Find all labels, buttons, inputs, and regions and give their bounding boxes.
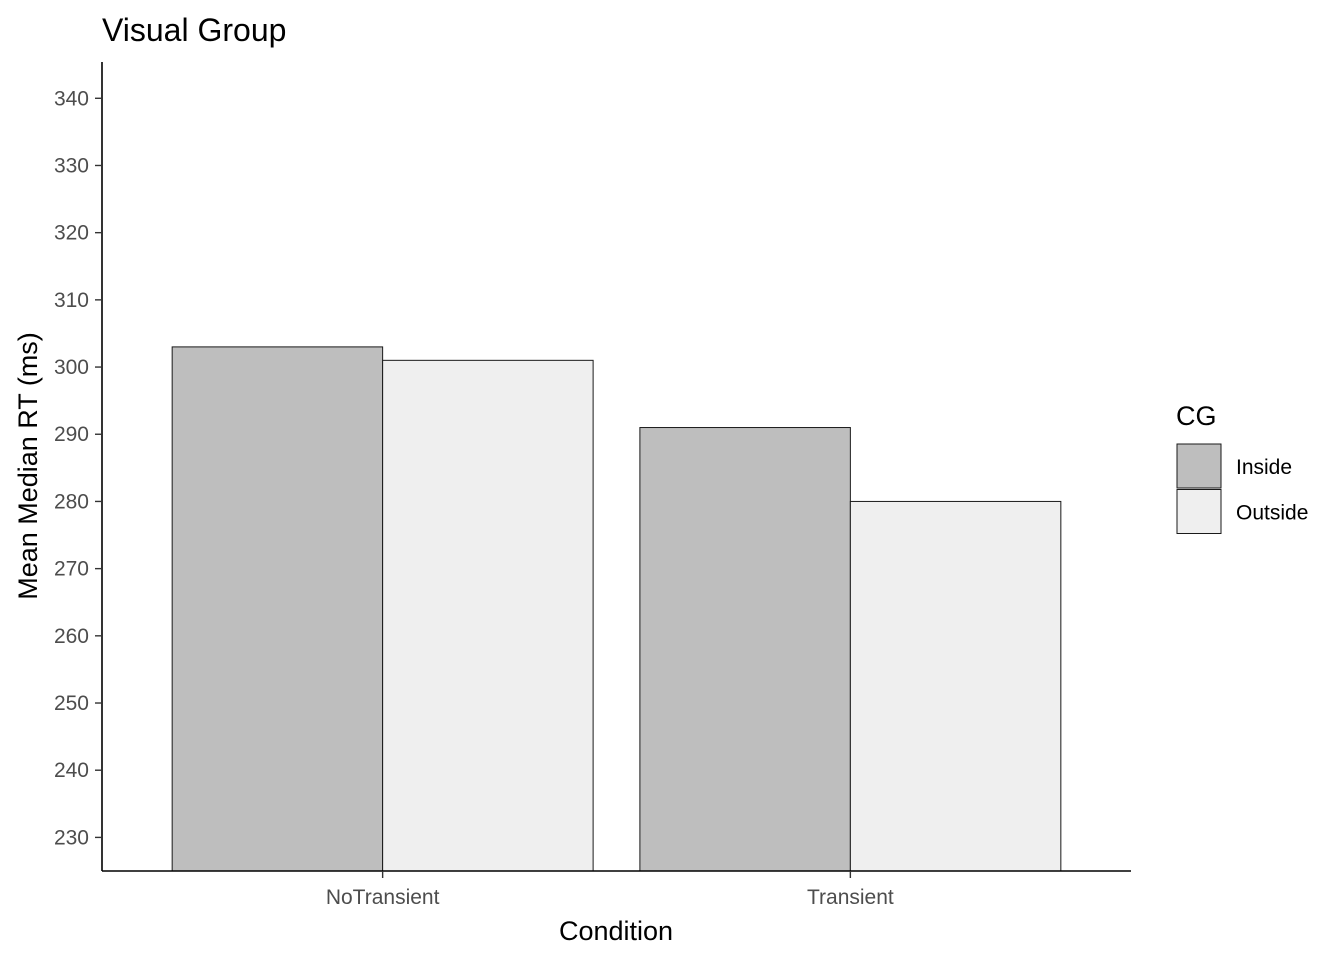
plot-bars [171, 346, 1062, 872]
legend-swatch [1176, 489, 1222, 534]
y-tick-label: 260 [54, 625, 89, 648]
legend-title: CG [1176, 401, 1217, 431]
y-axis: 230 240 250 260 270 280 290 300 310 320 330 340 [54, 62, 103, 871]
y-axis-title: Mean Median RT (ms) [13, 332, 43, 600]
bar [171, 346, 384, 872]
y-tick-label: 310 [54, 289, 89, 312]
x-axis: NoTransient Transient [102, 870, 1131, 909]
y-tick-label: 340 [54, 87, 89, 110]
legend-label: Outside [1236, 502, 1308, 525]
y-tick-label: 250 [54, 692, 89, 715]
y-tick-label: 270 [54, 558, 89, 581]
legend: CG Inside Outside [1176, 401, 1308, 534]
bar [382, 359, 594, 872]
y-tick-label: 240 [54, 759, 89, 782]
x-tick-label: NoTransient [326, 886, 440, 909]
bar [849, 500, 1062, 872]
y-tick-label: 330 [54, 154, 89, 177]
y-tick-label: 230 [54, 826, 89, 849]
chart-title: Visual Group [102, 12, 286, 48]
y-tick-label: 300 [54, 356, 89, 379]
legend-label: Inside [1236, 456, 1292, 479]
y-tick-label: 320 [54, 222, 89, 245]
y-tick-label: 290 [54, 423, 89, 446]
x-tick-label: Transient [807, 886, 894, 909]
legend-swatch [1176, 443, 1222, 489]
bar [639, 427, 851, 872]
y-tick-label: 280 [54, 490, 89, 513]
x-axis-title: Condition [559, 916, 673, 946]
